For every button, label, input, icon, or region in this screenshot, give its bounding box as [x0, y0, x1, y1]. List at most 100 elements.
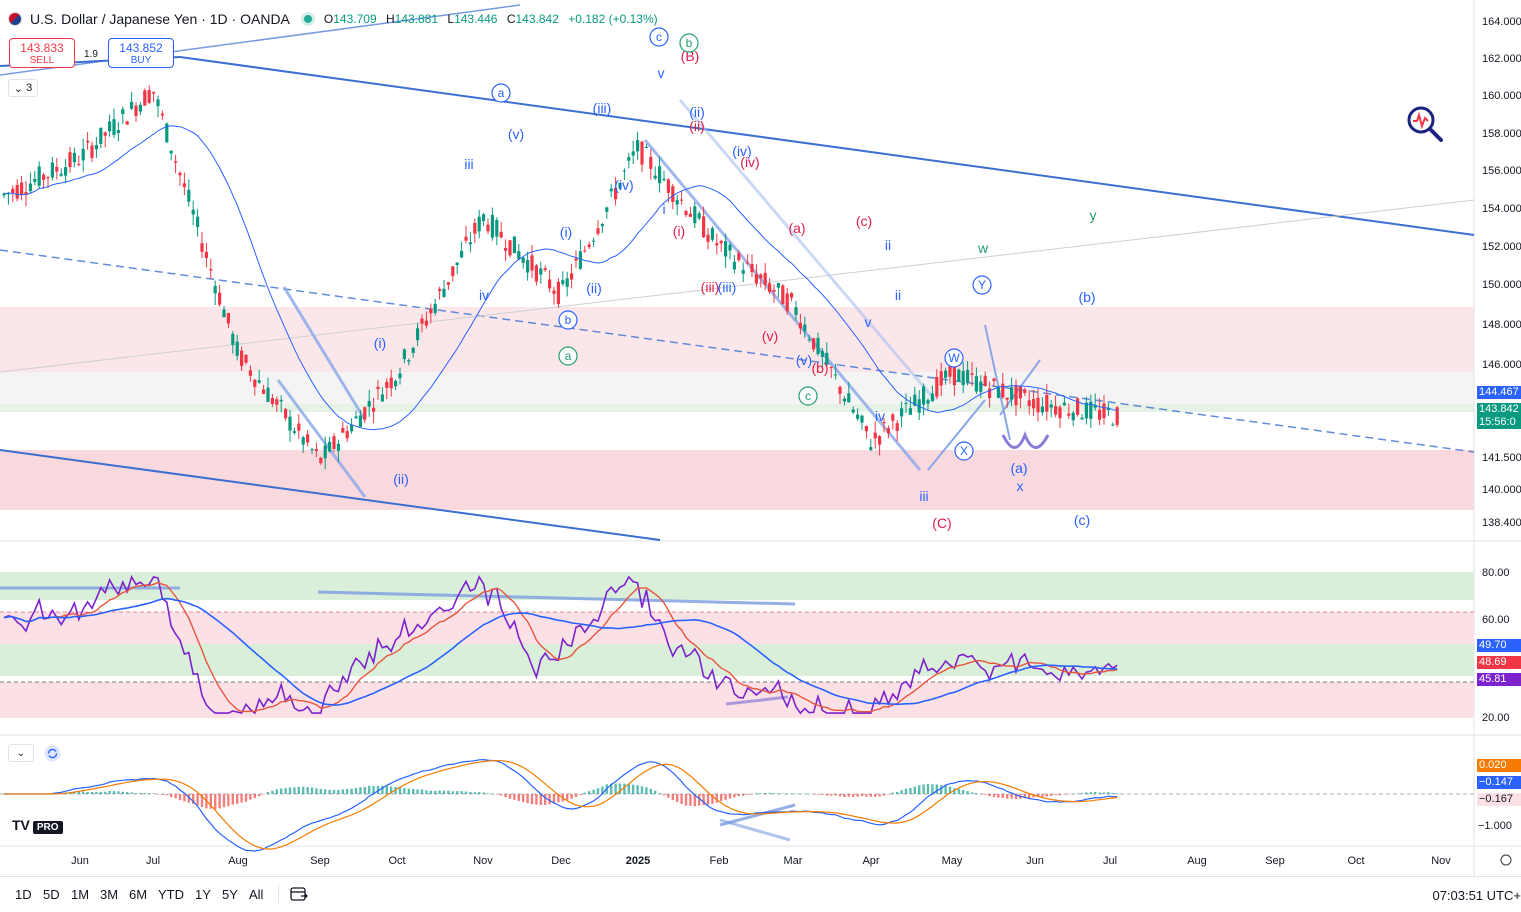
candle-body [1098, 409, 1102, 420]
candle-body [600, 224, 604, 227]
rsi-zone-top [0, 572, 1474, 600]
wave-label: (v) [762, 328, 778, 344]
macd-histogram-bar [724, 794, 727, 800]
macd-histogram-bar [887, 794, 890, 795]
macd-histogram [2, 783, 1119, 810]
wave-label: a [565, 349, 572, 363]
candle-body [1062, 402, 1066, 406]
candle-body [671, 186, 675, 202]
range-5y-button[interactable]: 5Y [222, 887, 238, 902]
sell-button[interactable]: 143.833 SELL [9, 38, 75, 68]
wave-label: i [662, 201, 665, 217]
macd-histogram-bar [284, 788, 287, 794]
indicators-toggle-button[interactable]: ⌄ 3 [8, 79, 38, 97]
macd-histogram-bar [570, 794, 573, 799]
wave-label: (C) [932, 515, 951, 531]
range-3m-button[interactable]: 3M [100, 887, 119, 902]
candle-body [772, 289, 776, 292]
wave-label: (ii) [393, 471, 409, 487]
macd-histogram-bar [244, 794, 248, 802]
candle-body [979, 381, 983, 392]
candle-body [1005, 397, 1009, 400]
macd-histogram-bar [649, 788, 652, 794]
wave-label-circle [972, 275, 992, 295]
candle-body [1049, 404, 1053, 408]
time-axis[interactable]: Jun Jul Aug Sep Oct Nov Dec 2025 Feb Mar Apr May Jun… [71, 855, 1451, 867]
range-1m-button[interactable]: 1M [71, 887, 90, 902]
macd-histogram-bar [302, 786, 305, 794]
buy-button[interactable]: 143.852 BUY [108, 38, 174, 68]
macd-histogram-bar [447, 790, 450, 794]
candle-body [1027, 400, 1031, 407]
chart-canvas[interactable]: abcviiiiviii(i)(ii)(iii)(iv)(v)(a)(b)(c)… [0, 0, 1521, 876]
candle-body [952, 365, 956, 386]
macd-histogram-bar [588, 791, 591, 794]
macd-histogram-bar [596, 788, 600, 794]
macd-histogram-bar [654, 790, 657, 794]
macd-histogram-bar [253, 794, 256, 799]
currency-flag-icon [8, 12, 22, 26]
macd-histogram-bar [992, 794, 996, 797]
candle-body [240, 350, 244, 366]
price-axis[interactable]: 164.000 162.000 160.000 158.000 156.000 154.0… [1482, 16, 1521, 529]
macd-histogram-bar [258, 794, 261, 797]
candle-body [944, 370, 948, 378]
time-axis-tick: Mar [784, 855, 803, 867]
range-6m-button[interactable]: 6M [129, 887, 148, 902]
macd-histogram-bar [693, 794, 696, 807]
range-1y-button[interactable]: 1Y [195, 887, 211, 902]
magnifier-icon[interactable] [1404, 103, 1446, 145]
candle-body [856, 414, 860, 419]
wave-label: (a) [1010, 460, 1027, 476]
candle-body [196, 216, 200, 228]
candle-body [891, 414, 895, 421]
date-range-icon[interactable] [290, 886, 308, 902]
candle-body [218, 292, 222, 305]
candle-body [697, 213, 701, 219]
candle-body [886, 428, 890, 434]
candle-body [90, 145, 94, 158]
macd-histogram-bar [566, 794, 569, 801]
range-all-button[interactable]: All [249, 887, 264, 902]
candle-body [869, 447, 873, 450]
wave-label: (B) [681, 48, 700, 64]
candle-body [710, 228, 714, 240]
candle-body [204, 251, 208, 259]
range-5d-button[interactable]: 5D [43, 887, 60, 902]
range-ytd-button[interactable]: YTD [158, 887, 184, 902]
wave-label: W [948, 351, 960, 365]
range-1d-button[interactable]: 1D [15, 887, 32, 902]
macd-histogram-bar [368, 785, 371, 794]
macd-histogram-bar [706, 794, 710, 805]
candle-body [618, 182, 622, 189]
macd-histogram-bar [548, 794, 551, 805]
candle-body [156, 99, 160, 107]
time-axis-tick: Nov [473, 855, 493, 867]
candle-body [1076, 398, 1080, 415]
macd-histogram-bar [838, 794, 842, 797]
macd-histogram-bar [794, 793, 798, 795]
settings-gear-icon[interactable] [1500, 854, 1512, 866]
macd-histogram-bar [900, 790, 903, 794]
reload-icon[interactable] [44, 745, 61, 762]
wave-label-circle [679, 33, 699, 53]
candle-body [59, 173, 63, 176]
candle-body [367, 401, 371, 407]
wave-label-circle [558, 346, 578, 366]
symbol-title[interactable]: U.S. Dollar / Japanese Yen · 1D · OANDA [30, 11, 290, 27]
macd-histogram-bar [623, 783, 626, 794]
macd-histogram-bar [658, 793, 661, 794]
clock-readout[interactable]: 07:03:51 UTC+ [1432, 888, 1521, 903]
macd-histogram-bar [504, 794, 507, 798]
rsi-axis: 80.00 60.00 20.00 −1.000 [1478, 567, 1512, 832]
candle-body [394, 380, 398, 387]
macd-histogram-bar [737, 794, 740, 797]
macd-histogram-bar [662, 794, 666, 796]
candle-body [420, 318, 424, 324]
macd-histogram-bar [966, 791, 969, 794]
candle-body [174, 161, 178, 163]
macd-collapse-button[interactable]: ⌄ [8, 744, 34, 762]
macd-histogram-bar [1111, 792, 1114, 794]
candle-body [257, 380, 261, 383]
